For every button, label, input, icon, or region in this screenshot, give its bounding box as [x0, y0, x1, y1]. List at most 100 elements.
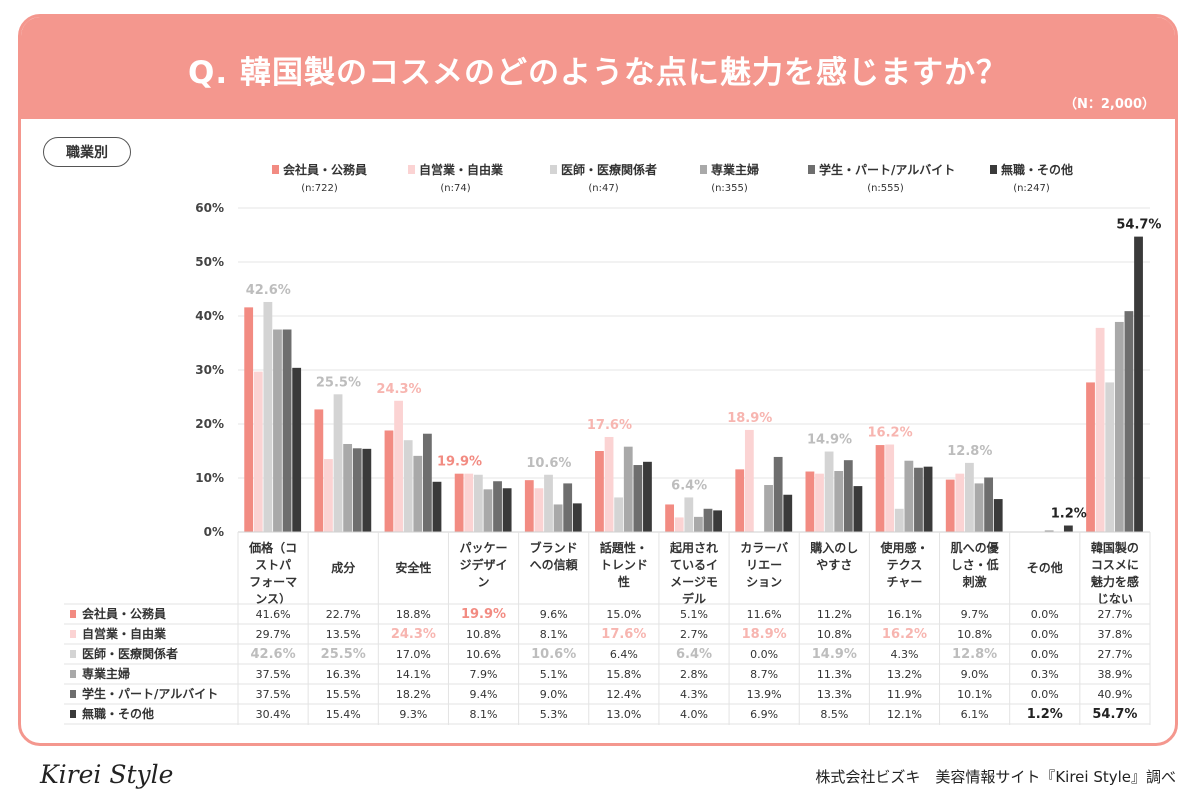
table-cell: 13.3%	[817, 688, 852, 701]
table-cell: 8.1%	[470, 708, 498, 721]
table-cell: 11.9%	[887, 688, 922, 701]
category-label: その他	[1027, 560, 1063, 575]
table-cell: 9.0%	[540, 688, 568, 701]
table-cell: 0.0%	[1031, 628, 1059, 641]
legend-swatch	[550, 165, 557, 174]
table-cell: 9.7%	[961, 608, 989, 621]
category-label: カラーバ	[740, 541, 788, 555]
table-cell: 14.1%	[396, 668, 431, 681]
table-cell: 37.5%	[256, 668, 291, 681]
table-cell: 4.0%	[680, 708, 708, 721]
category-label: 魅力を感	[1091, 574, 1139, 589]
legend-swatch	[990, 165, 997, 174]
category-label: 韓国製の	[1091, 540, 1139, 555]
bar	[744, 429, 754, 532]
category-label: しさ・低	[951, 557, 999, 572]
bar	[394, 400, 403, 532]
legend-n-label: (n:355)	[711, 183, 748, 194]
legend-n-label: (n:47)	[588, 183, 618, 194]
category-label: への信頼	[530, 557, 579, 572]
table-cell: 12.1%	[887, 708, 922, 721]
table-cell: 5.3%	[540, 708, 568, 721]
table-cell: 15.0%	[606, 608, 641, 621]
table-cell: 0.3%	[1031, 668, 1059, 681]
survey-credit: 株式会社ビズキ 美容情報サイト『Kirei Style』調べ	[815, 768, 1176, 786]
data-label: 25.5%	[316, 375, 361, 390]
segment-tag: 職業別	[43, 137, 131, 167]
table-cell: 17.6%	[601, 627, 646, 642]
table-cell: 6.4%	[610, 648, 638, 661]
table-cell: 10.8%	[957, 628, 992, 641]
table-cell: 16.2%	[882, 627, 927, 642]
table-cell: 29.7%	[256, 628, 291, 641]
table-cell: 17.0%	[396, 648, 431, 661]
table-cell: 8.7%	[750, 668, 778, 681]
data-label: 10.6%	[526, 456, 571, 471]
bar	[665, 504, 674, 532]
bar	[1114, 321, 1124, 532]
legend-label: 無職・その他	[1001, 162, 1073, 177]
bar	[815, 473, 824, 532]
bar	[244, 307, 254, 532]
bar	[1105, 382, 1115, 532]
bar	[885, 444, 895, 532]
table-cell: 22.7%	[326, 608, 361, 621]
table-cell: 30.4%	[256, 708, 291, 721]
table-cell: 16.1%	[887, 608, 922, 621]
table-row-swatch	[70, 670, 76, 678]
category-label: ているイ	[670, 558, 718, 572]
y-tick-label: 30%	[195, 363, 224, 377]
category-label: じない	[1097, 592, 1133, 606]
bar	[1095, 327, 1105, 532]
table-cell: 8.1%	[540, 628, 568, 641]
data-label: 17.6%	[587, 418, 632, 433]
table-cell: 9.6%	[540, 608, 568, 621]
bar	[362, 448, 372, 532]
category-label: デル	[682, 591, 706, 606]
table-cell: 11.2%	[817, 608, 852, 621]
bar	[805, 471, 815, 532]
bar	[1086, 382, 1095, 532]
category-label: フォーマ	[249, 575, 297, 589]
bar	[324, 459, 333, 532]
bar	[604, 436, 614, 532]
data-label: 18.9%	[727, 411, 772, 426]
bar	[875, 445, 885, 532]
bar	[282, 329, 292, 532]
category-label: コスメに	[1091, 558, 1139, 572]
bar	[843, 460, 853, 532]
bar	[713, 510, 722, 532]
bar	[493, 481, 502, 532]
bar	[633, 465, 643, 532]
table-cell: 9.0%	[961, 668, 989, 681]
table-cell: 4.3%	[890, 648, 918, 661]
category-label: ン	[478, 575, 490, 589]
table-cell: 19.9%	[461, 607, 506, 622]
table-cell: 10.6%	[531, 647, 576, 662]
data-label: 1.2%	[1051, 507, 1087, 522]
bar	[824, 451, 834, 532]
bar	[783, 494, 793, 532]
table-cell: 6.1%	[961, 708, 989, 721]
table-cell: 27.7%	[1097, 608, 1132, 621]
category-label: ジデザイ	[460, 557, 508, 572]
bar	[853, 486, 863, 532]
bar	[432, 481, 442, 532]
category-label: テクス	[887, 558, 923, 572]
legend-swatch	[408, 165, 415, 174]
table-cell: 15.4%	[326, 708, 361, 721]
bar	[703, 508, 713, 532]
table-row-label: 自営業・自由業	[82, 626, 167, 641]
table-cell: 41.6%	[256, 608, 291, 621]
y-tick-label: 10%	[195, 471, 224, 485]
bar	[333, 394, 343, 532]
table-cell: 10.8%	[466, 628, 501, 641]
bar	[595, 451, 604, 532]
bar	[273, 329, 282, 532]
bar	[623, 446, 633, 532]
bar	[572, 503, 582, 532]
table-row-label: 学生・パート/アルバイト	[82, 686, 218, 701]
table-cell: 24.3%	[391, 627, 436, 642]
bar	[894, 508, 904, 532]
table-row-label: 無職・その他	[82, 706, 154, 721]
